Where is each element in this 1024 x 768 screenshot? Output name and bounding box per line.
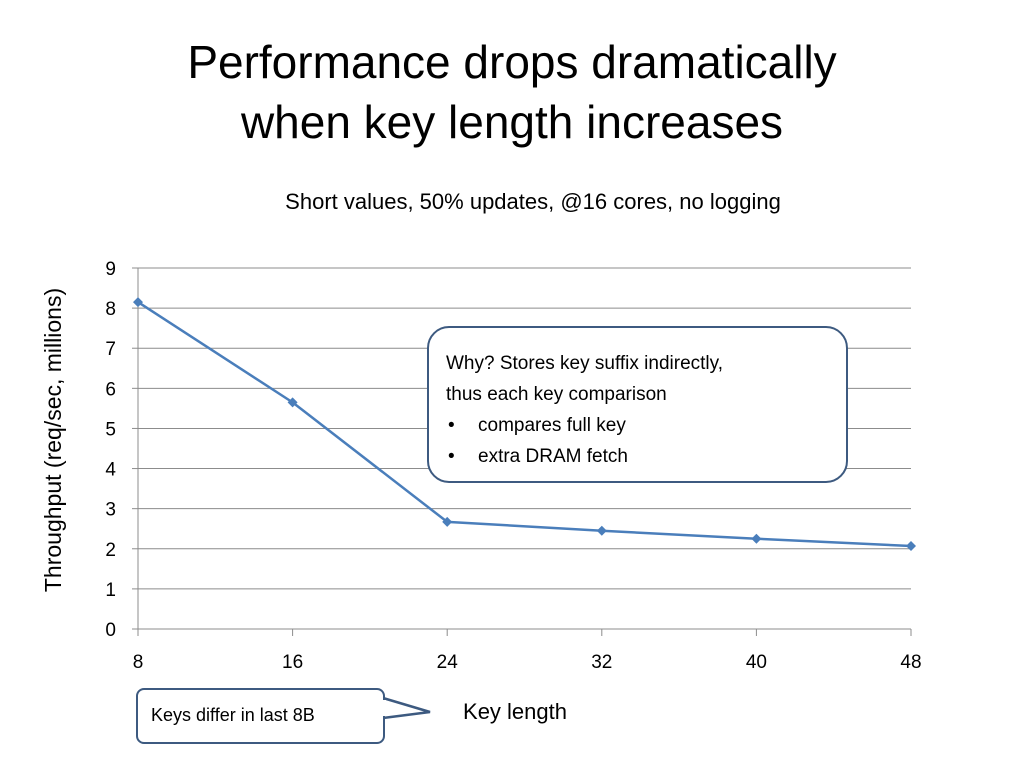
bullet-icon: • [448,446,455,467]
callout-bullet-list: • compares full key • extra DRAM fetch [446,410,830,472]
y-tick-label: 4 [105,460,116,481]
data-point-marker [596,525,607,536]
x-tick-label: 48 [900,652,921,673]
y-tick-label: 2 [105,540,116,561]
callout-bullet-text: compares full key [478,415,626,436]
slide-title: Performance drops dramatically when key … [0,32,1024,152]
x-tick-label: 24 [437,652,459,673]
series-layer [133,297,916,551]
note-callout-text: Keys differ in last 8B [151,705,315,725]
note-callout: Keys differ in last 8B [136,688,385,744]
data-point-marker [751,533,762,544]
y-tick-label: 0 [105,620,116,641]
x-tick-label: 16 [282,652,303,673]
data-point-marker [287,397,298,408]
y-tick-label: 6 [105,379,116,400]
axes [132,267,912,636]
x-tick-label: 8 [133,652,144,673]
x-axis-label: Key length [463,699,567,724]
callout-bullet-text: extra DRAM fetch [478,446,628,467]
slide-title-line-1: Performance drops dramatically [187,36,837,88]
x-tick-label: 32 [591,652,612,673]
y-tick-label: 3 [105,500,116,521]
x-tick-label: 40 [746,652,767,673]
data-point-marker [906,540,916,551]
y-tick-label: 9 [105,259,116,280]
y-tick-label: 5 [105,419,116,440]
bullet-icon: • [448,415,455,436]
callout-bullet-item: • extra DRAM fetch [446,441,830,472]
slide-title-line-2: when key length increases [240,96,784,148]
callout-line-2: thus each key comparison [446,384,667,405]
data-point-marker [442,516,453,527]
chart-title: Short values, 50% updates, @16 cores, no… [285,189,781,214]
callout-line-1: Why? Stores key suffix indirectly, [446,353,724,374]
explanation-callout: Why? Stores key suffix indirectly, thus … [427,326,848,483]
y-tick-label: 7 [105,339,116,360]
series-line [137,301,912,548]
y-tick-label: 8 [105,299,116,320]
tick-labels: 0 1 2 3 4 5 6 7 8 9 8 16 24 32 40 48 [105,259,921,673]
data-point-marker [133,297,143,308]
y-tick-label: 1 [105,580,116,601]
callout-bullet-item: • compares full key [446,410,830,441]
